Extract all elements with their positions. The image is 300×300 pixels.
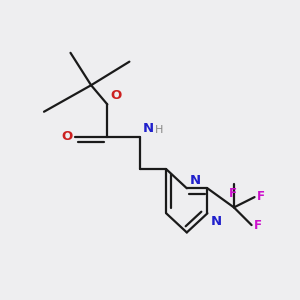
Text: O: O [111, 89, 122, 102]
Text: N: N [190, 174, 201, 187]
Text: N: N [142, 122, 154, 135]
Text: N: N [210, 215, 221, 228]
Text: F: F [254, 219, 262, 232]
Text: F: F [257, 190, 265, 203]
Text: F: F [228, 188, 236, 200]
Text: O: O [61, 130, 73, 143]
Text: H: H [155, 125, 164, 135]
